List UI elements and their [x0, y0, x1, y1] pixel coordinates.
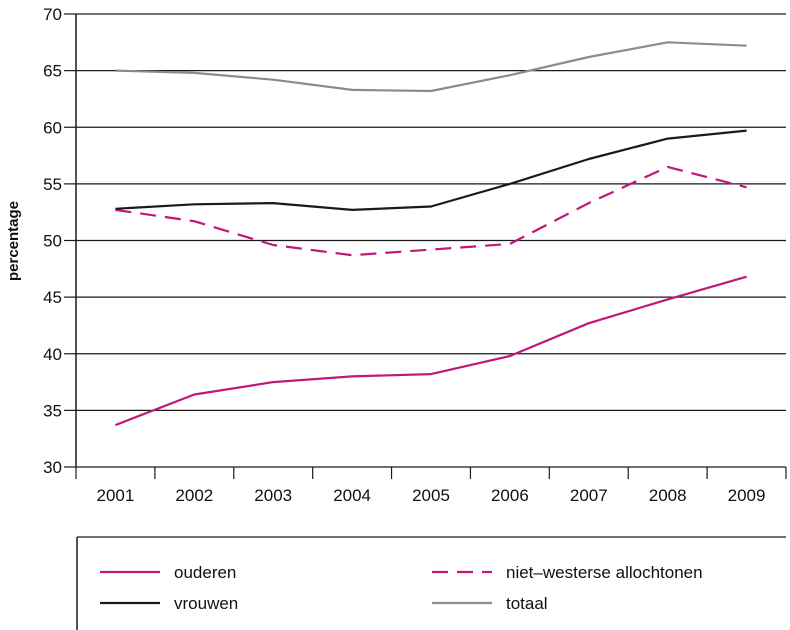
- y-tick-label: 55: [43, 175, 62, 194]
- y-tick-label: 35: [43, 401, 62, 420]
- series-line-3: [115, 41, 747, 93]
- y-tick-label: 70: [43, 5, 62, 24]
- legend-label-1: niet–westerse allochtonen: [506, 563, 703, 582]
- y-tick-label: 40: [43, 345, 62, 364]
- y-tick-label: 65: [43, 62, 62, 81]
- series-line-1: [115, 165, 747, 257]
- axes: [64, 13, 787, 479]
- legend-label-0: ouderen: [174, 563, 236, 582]
- x-tick-label: 2007: [570, 486, 608, 505]
- y-tick-label: 60: [43, 118, 62, 137]
- y-axis-label: percentage: [5, 201, 22, 281]
- series-line-0: [115, 275, 747, 427]
- series-lines: [115, 41, 747, 427]
- x-tick-label: 2008: [649, 486, 687, 505]
- x-tick-label: 2005: [412, 486, 450, 505]
- y-tick-label: 50: [43, 232, 62, 251]
- x-tick-label: 2009: [728, 486, 766, 505]
- x-tick-label: 2006: [491, 486, 529, 505]
- legend: ouderen niet–westerse allochtonen vrouwen t…: [76, 536, 786, 630]
- legend-label-3: totaal: [506, 594, 548, 613]
- series-line-2: [115, 129, 747, 211]
- legend-label-2: vrouwen: [174, 594, 238, 613]
- x-tick-label: 2001: [97, 486, 135, 505]
- x-tick-labels: 2001 2002 2003 2004 2005 2006 2007 2008 2009: [97, 486, 766, 505]
- x-tick-label: 2004: [333, 486, 371, 505]
- gridlines: [76, 13, 786, 468]
- y-tick-label: 30: [43, 458, 62, 477]
- y-tick-label: 45: [43, 288, 62, 307]
- x-tick-label: 2002: [175, 486, 213, 505]
- x-tick-label: 2003: [254, 486, 292, 505]
- y-tick-labels: 30 35 40 45 50 55 60 65 70: [43, 5, 62, 477]
